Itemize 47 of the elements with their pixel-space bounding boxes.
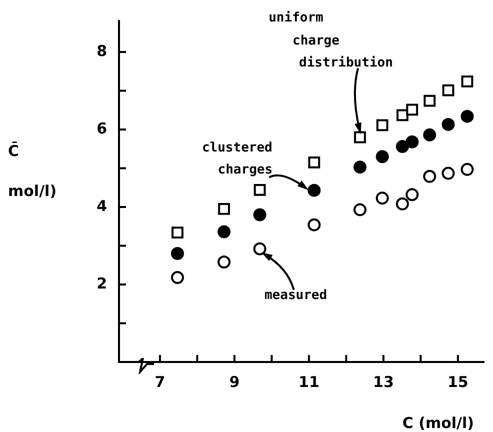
point [396, 197, 409, 210]
x-tick-label: 15 [447, 372, 468, 391]
x-tick-label: 11 [298, 372, 320, 391]
x-tick-label: 13 [373, 372, 394, 391]
x-tick-label: 7 [154, 372, 166, 391]
point [308, 156, 320, 168]
point [460, 110, 474, 123]
point [253, 242, 266, 256]
point [423, 170, 436, 183]
point [353, 160, 366, 174]
point [376, 150, 389, 164]
point [218, 225, 231, 238]
point [170, 247, 184, 260]
point [254, 184, 266, 196]
point [396, 140, 409, 154]
point [308, 184, 321, 197]
point [406, 188, 419, 202]
point [424, 94, 436, 107]
point [461, 76, 474, 88]
annotation: measured [264, 288, 328, 304]
y-tick-label: 6 [96, 119, 107, 138]
annotation: clustered charges [202, 140, 273, 178]
point [376, 192, 389, 205]
y-tick-label: 2 [96, 274, 107, 292]
x-axis-title: C (mol/l) [402, 414, 474, 432]
point [218, 256, 231, 269]
point [423, 128, 436, 142]
point [442, 166, 455, 180]
point [253, 208, 266, 222]
x-tick-label: 9 [229, 372, 240, 391]
point [308, 218, 321, 232]
annotation: uniform charge distribution [268, 10, 393, 71]
text: C̄ mol/l) [8, 142, 57, 200]
point [376, 119, 388, 132]
point [396, 109, 408, 122]
point [218, 202, 230, 215]
y-tick-label: 4 [96, 196, 107, 215]
point [460, 162, 474, 176]
point [170, 271, 184, 284]
point [353, 203, 366, 216]
point [442, 118, 455, 131]
point [172, 226, 184, 239]
point [354, 131, 366, 144]
point [442, 84, 454, 96]
y-tick-label: 8 [96, 42, 107, 60]
point [406, 104, 418, 116]
point [406, 135, 419, 148]
